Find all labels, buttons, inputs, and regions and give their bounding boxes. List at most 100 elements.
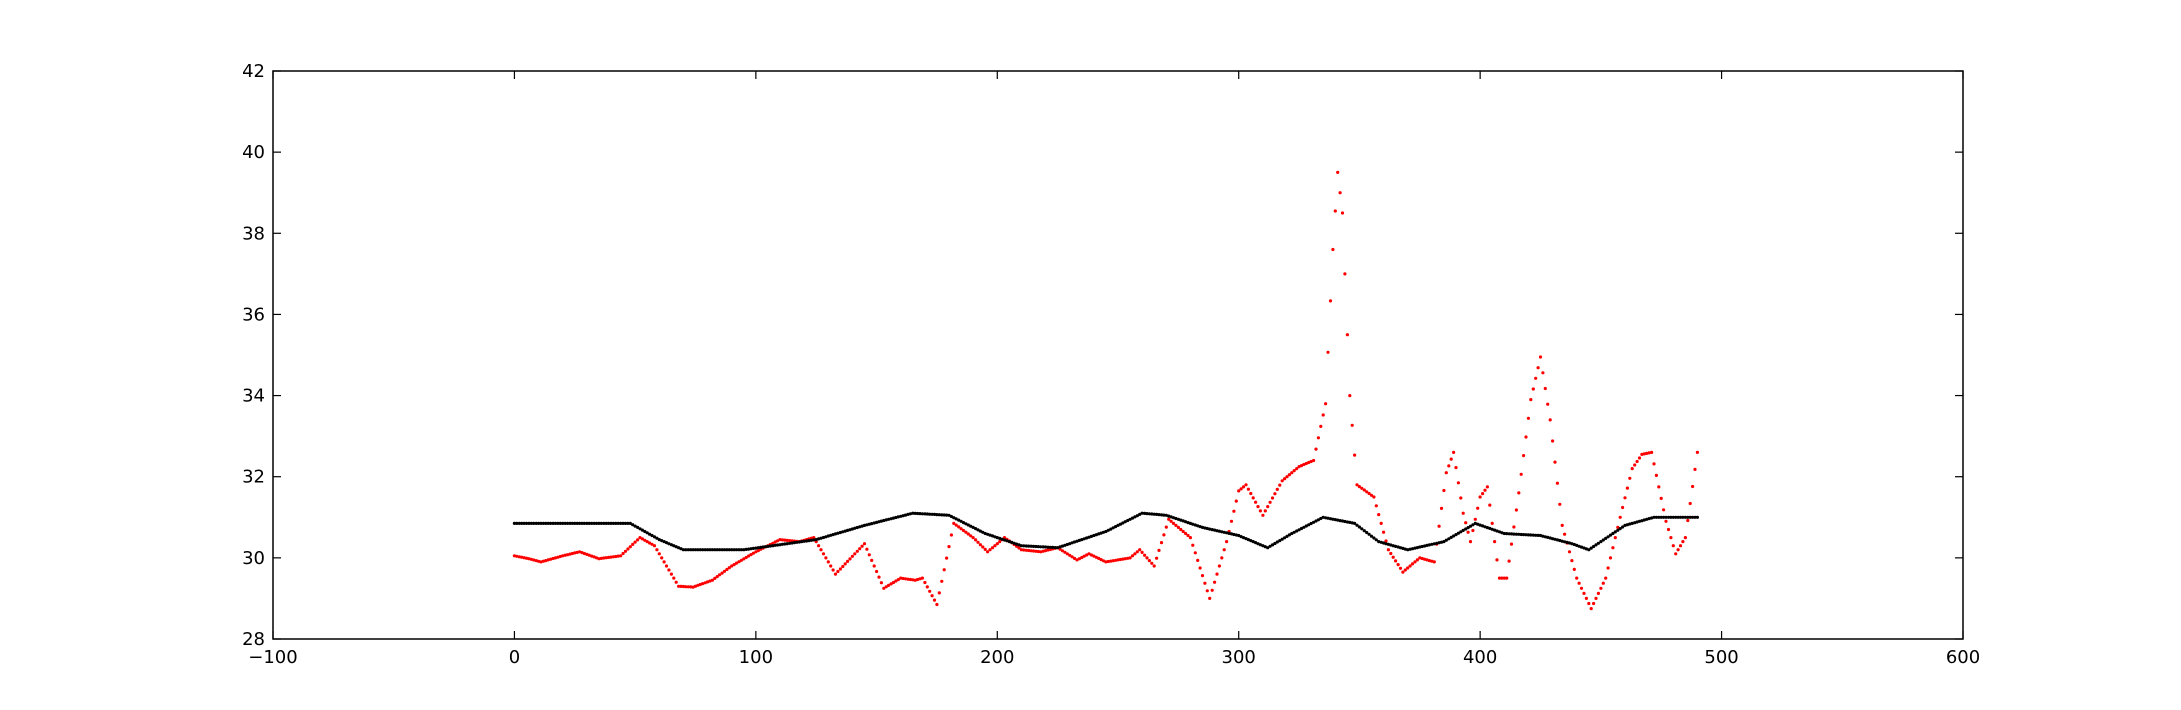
data-point bbox=[1611, 546, 1615, 550]
data-point bbox=[766, 544, 770, 549]
data-point bbox=[549, 557, 553, 561]
data-point bbox=[1427, 543, 1431, 547]
data-point bbox=[1140, 511, 1144, 515]
data-point bbox=[1275, 540, 1279, 544]
data-point bbox=[1312, 520, 1316, 524]
data-point bbox=[725, 548, 729, 552]
data-point bbox=[1270, 543, 1275, 547]
data-point bbox=[744, 547, 748, 552]
x-tick-label: 200 bbox=[980, 647, 1014, 668]
data-point bbox=[715, 575, 719, 579]
data-point bbox=[1138, 548, 1142, 552]
data-point bbox=[1367, 532, 1371, 536]
data-point bbox=[783, 542, 787, 546]
x-tick-label: 600 bbox=[1946, 647, 1980, 668]
data-point bbox=[1362, 488, 1366, 492]
data-point bbox=[684, 548, 688, 552]
data-point bbox=[894, 579, 898, 583]
data-point bbox=[1229, 519, 1234, 523]
data-point bbox=[1418, 545, 1422, 549]
data-point bbox=[643, 529, 647, 534]
data-point bbox=[520, 521, 524, 526]
data-point bbox=[575, 550, 579, 555]
data-point bbox=[1432, 560, 1436, 564]
data-point bbox=[1468, 524, 1473, 528]
data-point bbox=[1522, 533, 1526, 537]
data-point bbox=[1099, 558, 1103, 562]
data-point bbox=[551, 521, 555, 526]
data-point bbox=[1114, 558, 1118, 562]
data-point bbox=[952, 516, 956, 520]
data-point bbox=[887, 583, 891, 588]
data-point bbox=[1512, 525, 1516, 529]
data-point bbox=[974, 527, 978, 531]
data-point bbox=[1302, 525, 1306, 529]
data-point bbox=[1628, 522, 1632, 526]
data-point bbox=[1044, 545, 1048, 549]
data-point bbox=[1394, 544, 1398, 549]
data-point bbox=[959, 527, 963, 531]
data-point bbox=[1570, 559, 1574, 563]
data-point bbox=[527, 557, 531, 561]
data-point bbox=[1437, 524, 1441, 528]
data-point bbox=[1365, 490, 1369, 494]
data-point bbox=[1360, 486, 1364, 490]
data-point bbox=[1459, 496, 1463, 500]
data-point bbox=[932, 512, 937, 517]
data-point bbox=[1097, 556, 1101, 561]
data-point bbox=[1176, 517, 1180, 521]
data-point bbox=[838, 567, 843, 571]
data-point bbox=[582, 551, 587, 556]
data-point bbox=[1222, 548, 1226, 552]
data-point bbox=[1507, 532, 1511, 536]
data-point bbox=[582, 521, 587, 526]
data-point bbox=[1681, 515, 1685, 519]
data-point bbox=[1509, 532, 1514, 536]
data-point bbox=[1200, 574, 1205, 578]
data-point bbox=[590, 521, 594, 526]
data-point bbox=[1642, 518, 1646, 522]
data-point bbox=[1179, 527, 1183, 532]
data-point bbox=[1645, 451, 1649, 455]
data-point bbox=[1077, 538, 1081, 543]
data-point bbox=[1254, 541, 1258, 545]
data-point bbox=[1382, 541, 1386, 545]
data-point bbox=[693, 548, 698, 552]
data-point bbox=[1497, 576, 1502, 580]
data-point bbox=[662, 560, 666, 564]
data-point bbox=[1478, 523, 1482, 527]
data-point bbox=[1217, 564, 1221, 568]
data-point bbox=[990, 534, 995, 538]
data-point bbox=[1287, 533, 1291, 537]
data-point bbox=[609, 521, 613, 526]
data-point bbox=[708, 548, 712, 552]
data-point bbox=[1324, 516, 1328, 520]
data-point bbox=[742, 557, 746, 561]
data-point bbox=[1454, 466, 1458, 470]
data-point bbox=[776, 539, 780, 543]
x-tick-label: −100 bbox=[248, 647, 297, 668]
data-point bbox=[1251, 540, 1255, 544]
data-point bbox=[710, 578, 715, 582]
data-point bbox=[1538, 355, 1543, 359]
data-point bbox=[1046, 548, 1050, 552]
data-point bbox=[1065, 552, 1069, 556]
data-point bbox=[706, 548, 710, 552]
data-point bbox=[841, 564, 845, 569]
data-point bbox=[1449, 535, 1453, 540]
data-point bbox=[1353, 453, 1357, 457]
data-point bbox=[539, 521, 543, 526]
data-point bbox=[1584, 547, 1588, 551]
data-point bbox=[817, 544, 821, 548]
data-point bbox=[638, 527, 642, 531]
data-point bbox=[903, 513, 908, 517]
data-point bbox=[1423, 557, 1427, 561]
data-point bbox=[1671, 515, 1675, 519]
data-point bbox=[1369, 534, 1374, 538]
data-point bbox=[903, 577, 908, 581]
data-point bbox=[1056, 546, 1060, 550]
data-point bbox=[650, 542, 654, 546]
data-point bbox=[616, 554, 620, 558]
data-point bbox=[1024, 548, 1028, 552]
data-point bbox=[1169, 519, 1173, 523]
